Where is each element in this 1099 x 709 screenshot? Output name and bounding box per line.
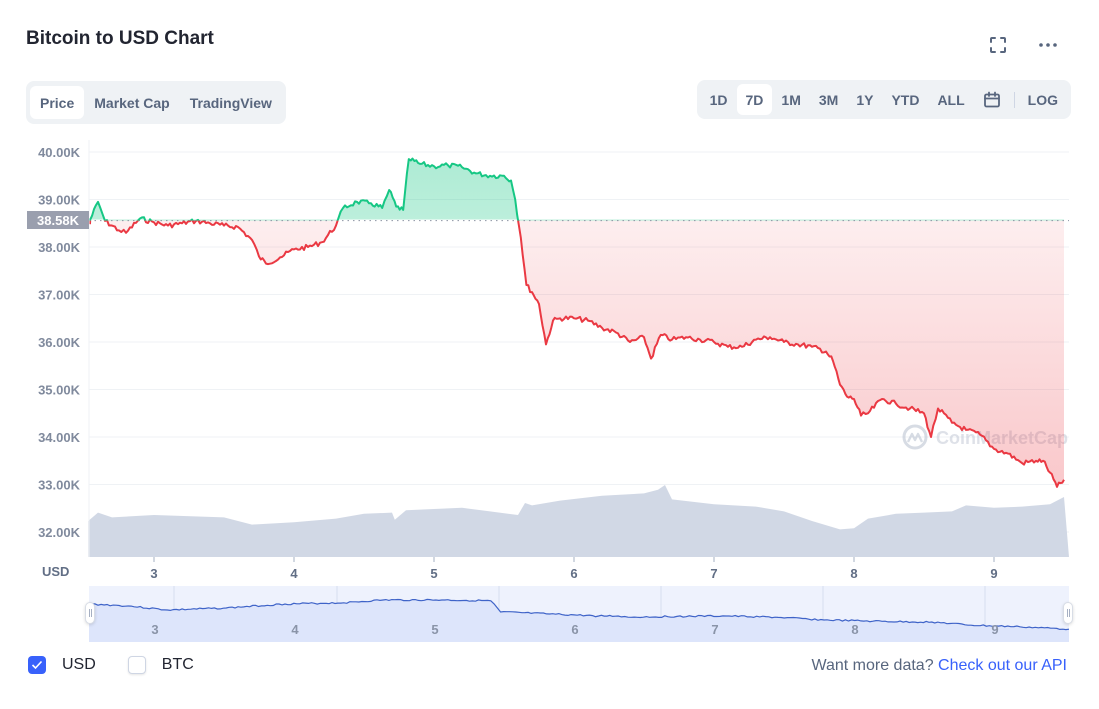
btc-checkbox[interactable] (127, 656, 146, 674)
range-ytd[interactable]: YTD (891, 91, 920, 108)
svg-text:8: 8 (851, 622, 858, 637)
svg-text:5: 5 (431, 622, 438, 637)
svg-text:9: 9 (990, 566, 997, 581)
svg-text:4: 4 (291, 622, 299, 637)
usd-checkbox[interactable] (28, 656, 46, 674)
page-title: Bitcoin to USD Chart (26, 28, 214, 49)
range-tabs: 1D 7D 1M 3M 1Y YTD ALL LOG (696, 80, 1071, 119)
log-scale-toggle[interactable]: LOG (1027, 91, 1058, 108)
chart-type-tabs: Price Market Cap TradingView (26, 81, 286, 124)
svg-text:33.00K: 33.00K (38, 478, 81, 493)
svg-text:7: 7 (710, 566, 717, 581)
legend-btc[interactable]: BTC (127, 656, 194, 674)
range-7d[interactable]: 7D (736, 84, 773, 115)
svg-text:9: 9 (991, 622, 998, 637)
tab-price[interactable]: Price (30, 86, 85, 119)
legend: USD BTC (28, 656, 216, 674)
chart-actions (987, 34, 1059, 56)
svg-text:6: 6 (571, 622, 578, 637)
range-1m[interactable]: 1M (781, 91, 801, 108)
svg-text:3: 3 (151, 622, 158, 637)
divider (1013, 91, 1015, 108)
range-navigator: 3 4 5 6 7 8 9 (88, 586, 1070, 642)
tab-tradingview[interactable]: TradingView (189, 94, 272, 111)
navigator-left-handle[interactable] (85, 602, 95, 624)
svg-text:4: 4 (290, 566, 298, 581)
svg-text:6: 6 (570, 566, 577, 581)
y-axis: 40.00K 39.00K 38.00K 37.00K 36.00K 35.00K 34.0… (38, 145, 81, 540)
svg-text:34.00K: 34.00K (38, 430, 81, 445)
range-1y[interactable]: 1Y (856, 91, 874, 108)
legend-usd[interactable]: USD (28, 656, 96, 674)
volume-area (88, 485, 1069, 557)
range-1d[interactable]: 1D (709, 91, 728, 108)
svg-text:40.00K: 40.00K (38, 145, 81, 160)
api-prompt: Want more data? (811, 657, 939, 674)
svg-text:37.00K: 37.00K (38, 288, 81, 303)
x-axis: 3 4 5 6 7 8 9 (150, 557, 998, 581)
svg-text:8: 8 (850, 566, 857, 581)
btc-label: BTC (161, 656, 194, 673)
currency-axis-label: USD (42, 564, 70, 579)
api-link[interactable]: Check out our API (938, 657, 1067, 674)
svg-text:7: 7 (711, 622, 718, 637)
svg-text:32.00K: 32.00K (38, 525, 81, 540)
svg-text:35.00K: 35.00K (38, 383, 81, 398)
tab-market-cap[interactable]: Market Cap (94, 94, 170, 111)
more-horizontal-icon[interactable] (1037, 34, 1059, 56)
svg-text:39.00K: 39.00K (38, 193, 81, 208)
range-3m[interactable]: 3M (818, 91, 839, 108)
current-price-label: 38.58K (27, 211, 89, 229)
range-all[interactable]: ALL (937, 91, 965, 108)
fullscreen-icon[interactable] (987, 34, 1009, 56)
svg-text:3: 3 (150, 566, 157, 581)
navigator-right-handle[interactable] (1063, 602, 1073, 624)
svg-text:5: 5 (430, 566, 437, 581)
calendar-icon[interactable] (974, 84, 1010, 115)
svg-text:36.00K: 36.00K (38, 335, 81, 350)
usd-label: USD (62, 656, 96, 673)
api-promo: Want more data? Check out our API (811, 657, 1067, 675)
svg-text:38.00K: 38.00K (38, 240, 81, 255)
